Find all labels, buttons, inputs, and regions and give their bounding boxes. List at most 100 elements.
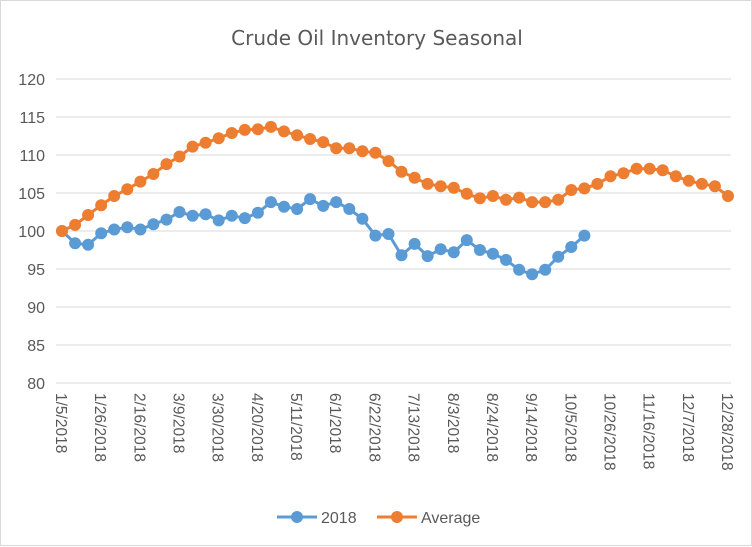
data-point-average[interactable]	[278, 125, 290, 138]
data-point-average[interactable]	[643, 162, 656, 175]
data-point-average[interactable]	[552, 193, 565, 206]
data-point-average[interactable]	[382, 155, 395, 168]
data-point-2018[interactable]	[486, 247, 499, 260]
data-point-2018[interactable]	[565, 241, 578, 253]
data-point-2018[interactable]	[500, 253, 512, 266]
data-point-2018[interactable]	[421, 250, 434, 263]
data-point-2018[interactable]	[382, 228, 395, 240]
data-point-average[interactable]	[708, 180, 721, 193]
x-tick-label: 12/7/2018	[679, 393, 696, 462]
y-tick-label: 80	[27, 376, 45, 393]
data-point-average[interactable]	[134, 175, 147, 188]
data-point-average[interactable]	[460, 187, 473, 200]
data-point-2018[interactable]	[278, 200, 290, 213]
data-point-2018[interactable]	[199, 208, 212, 221]
data-point-average[interactable]	[591, 177, 604, 190]
data-point-2018[interactable]	[539, 263, 552, 276]
data-point-average[interactable]	[330, 142, 343, 155]
data-point-average[interactable]	[147, 168, 160, 180]
data-point-average[interactable]	[669, 170, 682, 183]
data-point-average[interactable]	[447, 181, 460, 194]
data-point-2018[interactable]	[317, 199, 330, 212]
data-point-average[interactable]	[695, 177, 708, 190]
data-point-average[interactable]	[304, 133, 317, 145]
data-point-2018[interactable]	[343, 203, 356, 215]
data-point-2018[interactable]	[69, 237, 82, 250]
data-point-average[interactable]	[356, 145, 369, 158]
legend-item-average[interactable]: Average	[377, 510, 480, 527]
data-point-average[interactable]	[486, 190, 499, 202]
data-point-2018[interactable]	[434, 243, 447, 256]
data-point-average[interactable]	[121, 183, 134, 196]
data-point-2018[interactable]	[160, 213, 173, 226]
data-point-2018[interactable]	[304, 193, 317, 206]
data-point-average[interactable]	[513, 191, 526, 204]
data-point-2018[interactable]	[408, 237, 421, 250]
data-point-average[interactable]	[395, 165, 408, 178]
data-point-2018[interactable]	[251, 206, 264, 219]
data-point-average[interactable]	[225, 127, 238, 139]
data-point-2018[interactable]	[238, 212, 251, 225]
legend-item-2018[interactable]: 2018	[277, 510, 357, 527]
data-point-2018[interactable]	[552, 250, 565, 263]
data-point-average[interactable]	[539, 196, 552, 209]
data-point-2018[interactable]	[526, 268, 539, 281]
data-point-2018[interactable]	[356, 212, 369, 225]
data-point-average[interactable]	[56, 225, 68, 237]
data-point-average[interactable]	[617, 167, 630, 180]
data-point-2018[interactable]	[82, 238, 95, 251]
data-point-average[interactable]	[369, 146, 382, 159]
data-point-average[interactable]	[291, 129, 304, 142]
data-point-2018[interactable]	[513, 263, 526, 276]
data-point-average[interactable]	[434, 180, 447, 193]
data-point-average[interactable]	[95, 199, 108, 212]
data-point-2018[interactable]	[473, 244, 486, 256]
data-point-2018[interactable]	[264, 196, 277, 209]
data-point-average[interactable]	[82, 209, 95, 221]
data-point-2018[interactable]	[121, 221, 134, 234]
data-point-average[interactable]	[317, 136, 330, 149]
data-point-average[interactable]	[500, 193, 512, 206]
data-point-2018[interactable]	[395, 249, 408, 262]
data-point-average[interactable]	[251, 123, 264, 136]
data-point-average[interactable]	[682, 174, 695, 187]
data-point-average[interactable]	[408, 171, 421, 184]
data-point-2018[interactable]	[330, 196, 343, 209]
data-point-2018[interactable]	[147, 218, 160, 231]
data-point-2018[interactable]	[225, 209, 238, 222]
x-tick-label: 8/24/2018	[483, 393, 500, 462]
data-point-2018[interactable]	[95, 227, 108, 240]
x-tick-label: 10/5/2018	[561, 393, 578, 462]
data-point-2018[interactable]	[212, 214, 225, 227]
data-point-average[interactable]	[578, 182, 591, 195]
data-point-average[interactable]	[473, 192, 486, 205]
data-point-2018[interactable]	[186, 209, 199, 222]
data-point-2018[interactable]	[460, 234, 473, 247]
data-point-2018[interactable]	[447, 246, 460, 259]
data-point-average[interactable]	[264, 120, 277, 133]
data-point-average[interactable]	[69, 218, 82, 231]
data-point-average[interactable]	[565, 184, 578, 196]
data-point-average[interactable]	[604, 170, 617, 183]
data-point-2018[interactable]	[369, 229, 382, 242]
data-point-2018[interactable]	[578, 229, 591, 242]
data-point-average[interactable]	[526, 196, 539, 209]
data-point-average[interactable]	[238, 123, 251, 136]
data-point-average[interactable]	[630, 162, 643, 175]
data-point-2018[interactable]	[173, 206, 186, 218]
data-point-average[interactable]	[160, 158, 173, 171]
data-point-average[interactable]	[421, 177, 434, 190]
data-point-2018[interactable]	[291, 203, 304, 215]
data-point-2018[interactable]	[134, 223, 147, 236]
data-point-average[interactable]	[212, 132, 225, 145]
data-point-average[interactable]	[186, 140, 199, 153]
data-point-2018[interactable]	[108, 223, 121, 236]
y-tick-label: 120	[18, 72, 45, 89]
data-point-average[interactable]	[199, 136, 212, 149]
data-point-average[interactable]	[722, 190, 734, 202]
data-point-average[interactable]	[343, 142, 356, 155]
data-point-average[interactable]	[656, 164, 669, 177]
data-point-average[interactable]	[173, 150, 186, 163]
data-point-average[interactable]	[108, 190, 121, 202]
